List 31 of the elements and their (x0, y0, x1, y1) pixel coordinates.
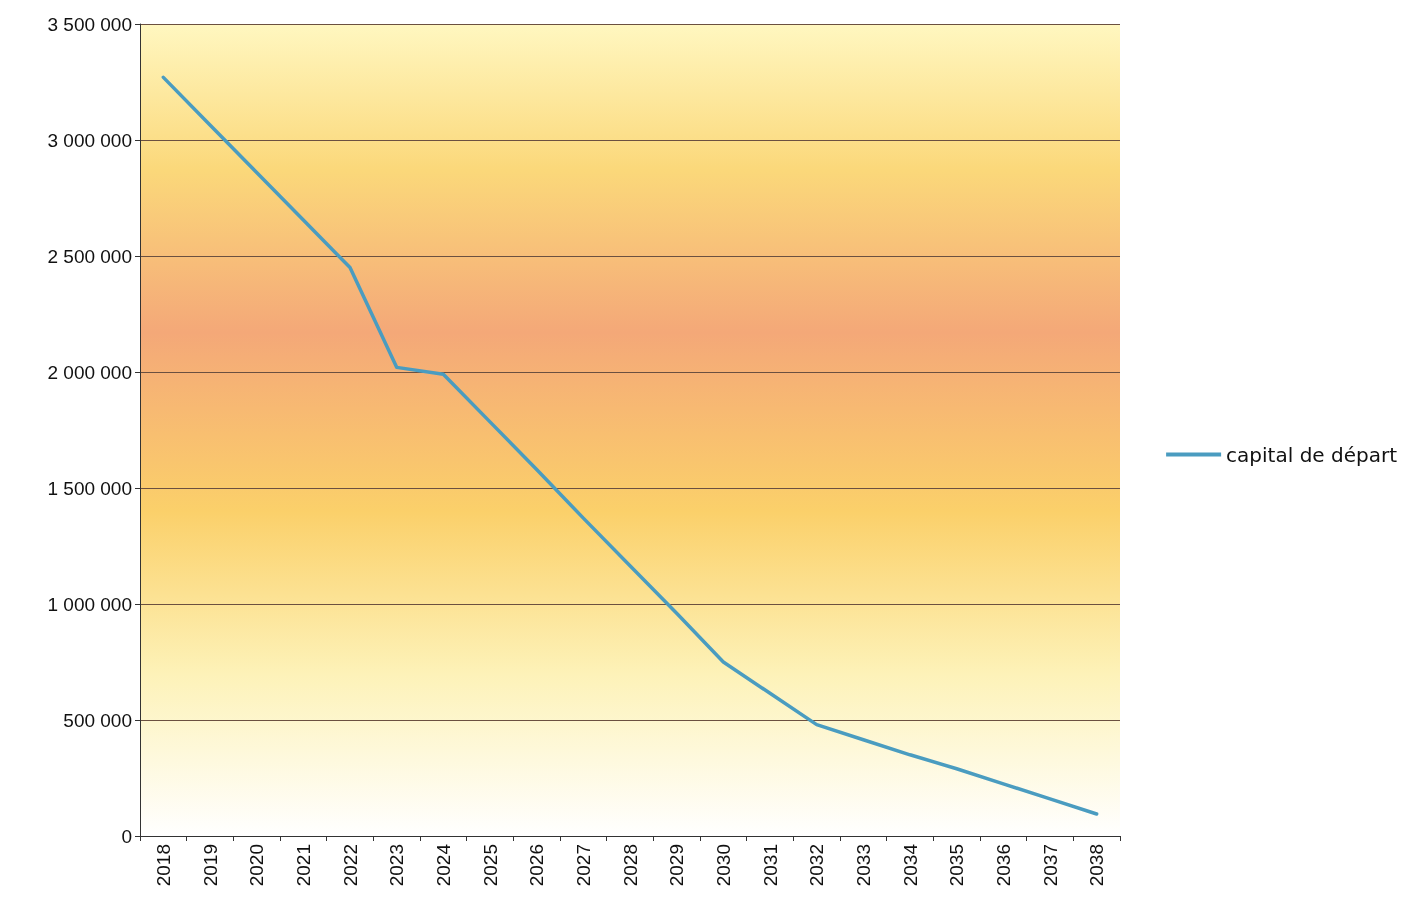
y-tick-label: 0 (121, 825, 132, 847)
x-tick-label: 2028 (619, 844, 641, 887)
x-tick-label: 2033 (852, 844, 874, 887)
x-tick-label: 2030 (712, 844, 734, 887)
x-tick-label: 2024 (432, 843, 454, 887)
line-series (161, 75, 1099, 816)
x-tick-label: 2037 (1039, 844, 1061, 887)
x-tick-label: 2031 (759, 844, 781, 887)
y-tick-label: 3 000 000 (47, 129, 132, 151)
y-tick-label: 2 500 000 (47, 245, 132, 267)
y-tick-label: 500 000 (63, 709, 132, 731)
x-tick-label: 2035 (946, 844, 968, 887)
x-tick-label: 2027 (572, 844, 594, 887)
y-tick-label: 3 500 000 (47, 13, 132, 35)
x-tick-label: 2034 (899, 843, 921, 887)
x-tick-label: 2021 (292, 844, 314, 887)
x-tick-label: 2018 (152, 844, 174, 887)
x-tick-label: 2036 (992, 844, 1014, 887)
x-tick-label: 2032 (806, 844, 828, 887)
x-tick-label: 2038 (1086, 844, 1108, 887)
legend-label: capital de départ (1226, 442, 1398, 467)
x-tick-label: 2023 (386, 844, 408, 887)
x-tick-label: 2022 (339, 844, 361, 887)
x-tick-label: 2019 (199, 844, 221, 887)
x-tick-label: 2020 (246, 844, 268, 887)
y-tick-label: 1 000 000 (47, 593, 132, 615)
x-tick-label: 2026 (526, 844, 548, 887)
x-tick-label: 2025 (479, 844, 501, 887)
y-tick-label: 2 000 000 (47, 361, 132, 383)
y-tick-label: 1 500 000 (47, 477, 132, 499)
x-tick-label: 2029 (666, 844, 688, 887)
